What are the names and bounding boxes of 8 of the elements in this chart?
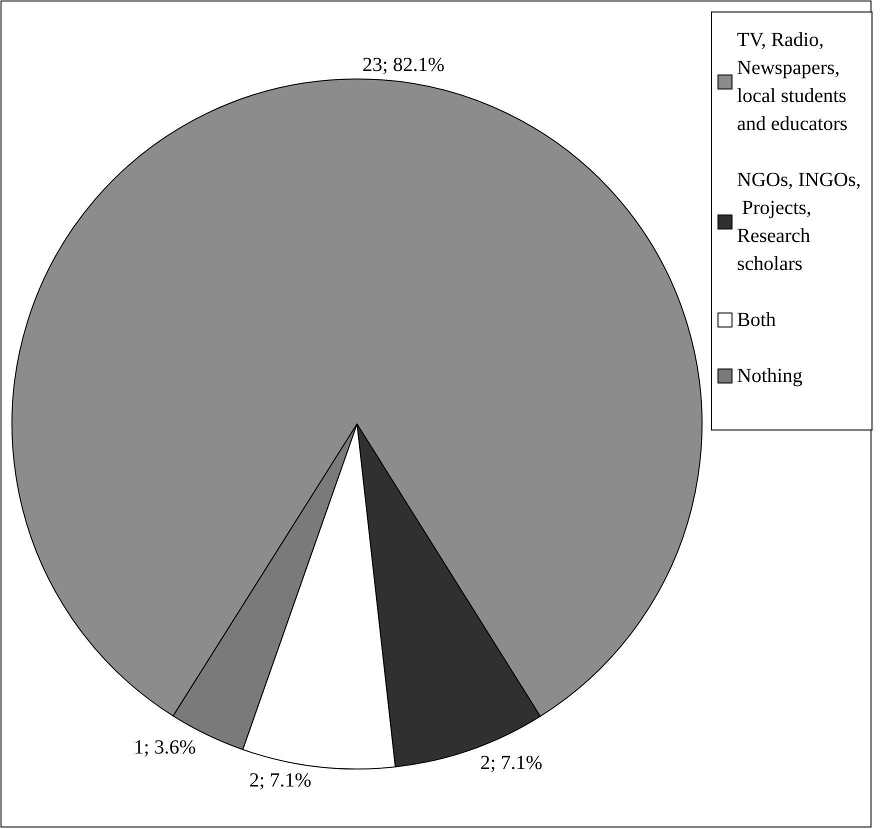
- data-label: 2; 7.1%: [480, 752, 542, 774]
- legend-label: Both: [737, 309, 776, 331]
- legend-label: TV, Radio, Newspapers, local students and educators: [737, 29, 852, 135]
- data-label: 23; 82.1%: [362, 54, 445, 76]
- data-label: 2; 7.1%: [249, 770, 312, 792]
- legend-label: Nothing: [737, 365, 803, 387]
- legend-label: NGOs, INGOs, Projects, Research scholars: [737, 169, 861, 275]
- data-label: 1; 3.6%: [134, 736, 196, 758]
